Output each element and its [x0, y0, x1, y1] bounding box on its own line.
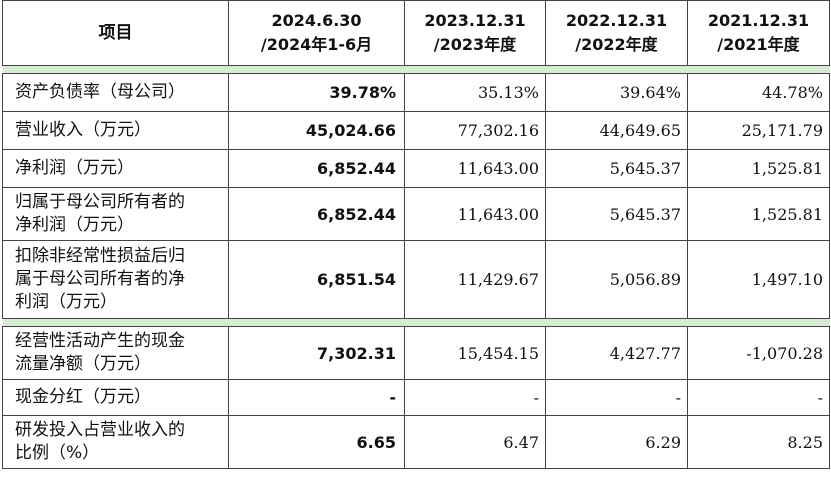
separator-band — [2, 318, 830, 327]
cell-value: 7,302.31 — [228, 326, 405, 380]
table-row: 经营性活动产生的现金 流量净额（万元） 7,302.31 15,454.15 4,… — [2, 326, 830, 380]
row-label: 现金分红（万元） — [2, 379, 229, 416]
header-col-2024: 2024.6.30/2024年1-6月 — [228, 0, 405, 66]
cell-value: 77,302.16 — [404, 111, 546, 150]
header-row: 项目 2024.6.30/2024年1-6月 2023.12.31/2023年度… — [2, 0, 830, 66]
cell-value: 11,643.00 — [404, 187, 546, 241]
cell-value: 5,645.37 — [545, 187, 688, 241]
financial-indicators-table: 项目 2024.6.30/2024年1-6月 2023.12.31/2023年度… — [2, 0, 830, 469]
cell-value: 39.78% — [228, 73, 405, 112]
cell-value: 6.29 — [545, 415, 688, 469]
cell-value: 39.64% — [545, 73, 688, 112]
row-label: 经营性活动产生的现金 流量净额（万元） — [2, 326, 229, 380]
table-row: 现金分红（万元） - - - - — [2, 379, 830, 416]
cell-value: 6.65 — [228, 415, 405, 469]
cell-value: 4,427.77 — [545, 326, 688, 380]
cell-value: 6,852.44 — [228, 187, 405, 241]
row-label: 营业收入（万元） — [2, 111, 229, 150]
table-row: 净利润（万元） 6,852.44 11,643.00 5,645.37 1,52… — [2, 149, 830, 188]
cell-value: 1,525.81 — [687, 149, 830, 188]
row-label: 资产负债率（母公司） — [2, 73, 229, 112]
header-col-2021: 2021.12.31/2021年度 — [687, 0, 830, 66]
cell-value: 8.25 — [687, 415, 830, 469]
cell-value: 5,056.89 — [545, 240, 688, 319]
cell-value: - — [404, 379, 546, 416]
header-col-2022: 2022.12.31/2022年度 — [545, 0, 688, 66]
cell-value: 6,852.44 — [228, 149, 405, 188]
row-label: 净利润（万元） — [2, 149, 229, 188]
cell-value: 5,645.37 — [545, 149, 688, 188]
table-row: 扣除非经常性损益后归 属于母公司所有者的净 利润（万元） 6,851.54 11,4… — [2, 240, 830, 319]
cell-value: 1,525.81 — [687, 187, 830, 241]
table-row: 营业收入（万元） 45,024.66 77,302.16 44,649.65 2… — [2, 111, 830, 150]
cell-value: 11,643.00 — [404, 149, 546, 188]
header-item: 项目 — [2, 0, 229, 66]
table-row: 归属于母公司所有者的 净利润（万元） 6,852.44 11,643.00 5,6… — [2, 187, 830, 241]
cell-value: 15,454.15 — [404, 326, 546, 380]
cell-value: 6.47 — [404, 415, 546, 469]
cell-value: 1,497.10 — [687, 240, 830, 319]
cell-value: 45,024.66 — [228, 111, 405, 150]
cell-value: 35.13% — [404, 73, 546, 112]
table-row: 资产负债率（母公司） 39.78% 35.13% 39.64% 44.78% — [2, 73, 830, 112]
row-label: 扣除非经常性损益后归 属于母公司所有者的净 利润（万元） — [2, 240, 229, 319]
cell-value: 11,429.67 — [404, 240, 546, 319]
table-row: 研发投入占营业收入的 比例（%） 6.65 6.47 6.29 8.25 — [2, 415, 830, 469]
cell-value: - — [687, 379, 830, 416]
cell-value: 44.78% — [687, 73, 830, 112]
row-label: 归属于母公司所有者的 净利润（万元） — [2, 187, 229, 241]
cell-value: - — [228, 379, 405, 416]
cell-value: - — [545, 379, 688, 416]
cell-value: 6,851.54 — [228, 240, 405, 319]
cell-value: -1,070.28 — [687, 326, 830, 380]
header-col-2023: 2023.12.31/2023年度 — [404, 0, 546, 66]
separator-band — [2, 65, 830, 74]
cell-value: 25,171.79 — [687, 111, 830, 150]
cell-value: 44,649.65 — [545, 111, 688, 150]
row-label: 研发投入占营业收入的 比例（%） — [2, 415, 229, 469]
